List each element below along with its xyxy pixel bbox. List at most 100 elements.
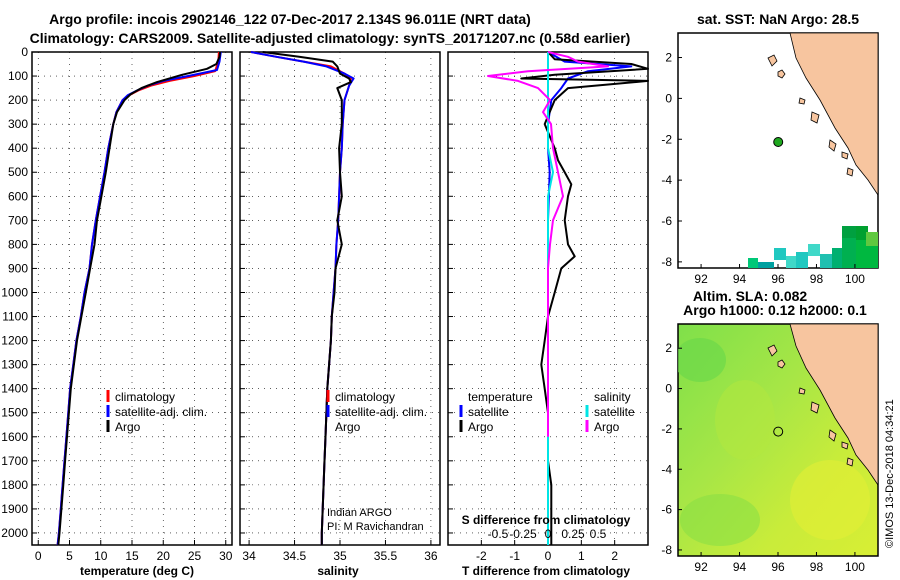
salinity-grid [240,51,440,545]
s-diff-tick-label: 0.25 [561,527,585,541]
difference-panel: -2 -1 0 1 2 T difference from climatology S … [447,51,649,578]
sla-patch [678,338,726,382]
depth-tick-label: 500 [8,165,28,179]
depth-tick-label: 400 [8,141,28,155]
x-tick-label: 34 [242,549,256,563]
s-diff-tick-label: -0.25 [509,527,537,541]
imos-timestamp: ©IMOS 13-Dec-2018 04:34:21 [884,399,896,548]
sst-pixel [774,248,786,260]
legend-climatology-label: climatology [335,390,395,404]
temperature-x-ticks: 0 5 10 15 20 25 30 [35,540,233,563]
map-x-tick-label: 98 [810,560,824,574]
s-diff-tick-label: -0.5 [488,527,509,541]
map-x-tick-label: 92 [694,272,708,286]
sla-map-title: Altim. SLA: 0.082 [693,288,808,304]
map-x-tick-label: 92 [694,560,708,574]
sla-map-panel: Altim. SLA: 0.082 Argo h1000: 0.12 h2000… [661,288,879,574]
depth-tick-label: 0 [21,45,28,59]
offshore-islands [767,344,854,467]
map-x-tick-label: 100 [845,272,865,286]
map-y-tick-label: 2 [665,341,672,355]
series-line-argo [262,51,352,545]
difference-s-title: S difference from climatology [462,513,631,527]
argo-float-marker [773,136,784,147]
sumatra-land [789,33,878,196]
map-y-tick-label: 2 [665,51,672,65]
legend-argo-label: Argo [115,420,141,434]
depth-tick-label: 1600 [1,430,28,444]
s-diff-tick-label: 0.5 [590,527,607,541]
x-tick-label: 35 [333,549,347,563]
sst-pixel [856,226,868,240]
legend-temperature-heading: temperature [468,390,533,404]
temperature-legend: climatology satellite-adj. clim. Argo [106,390,207,434]
depth-tick-label: 200 [8,93,28,107]
map-x-tick-label: 94 [733,560,747,574]
map-y-tick-label: 0 [665,91,672,105]
legend-s-argo-label: Argo [594,420,620,434]
difference-t-x-label: T difference from climatology [462,564,630,578]
depth-tick-label: 900 [8,261,28,275]
sst-pixel [758,262,774,268]
x-tick-label: 0 [35,549,42,563]
x-tick-label: 0 [545,549,552,563]
sst-pixel [842,238,856,268]
x-tick-label: 34.5 [283,549,307,563]
difference-legend: temperature satellite Argo salinity sate… [459,390,635,434]
map-y-tick-label: 0 [665,382,672,396]
x-tick-label: 35.5 [374,549,398,563]
sst-pixel [808,244,820,256]
depth-tick-label: 1100 [2,310,28,324]
sla-map-ticks: 92 94 96 98 100 2 0 -2 -4 -6 -8 [661,341,865,574]
map-y-tick-label: -6 [661,214,672,228]
depth-tick-label: 100 [8,69,28,83]
x-tick-label: 5 [66,549,73,563]
sla-map-content [678,324,878,546]
map-y-tick-label: -8 [661,255,672,269]
salinity-x-ticks: 34 34.5 35 35.5 36 [242,540,438,563]
temperature-panel: 0 5 10 15 20 25 30 temperature (deg C) climato… [31,51,233,578]
temperature-grid [32,51,232,545]
map-y-tick-label: -8 [661,543,672,557]
legend-salinity-heading: salinity [594,390,631,404]
depth-tick-label: 600 [8,189,28,203]
map-x-tick-label: 96 [771,272,785,286]
s-diff-tick-label: 0 [545,527,552,541]
x-tick-label: 25 [188,549,202,563]
x-tick-label: 15 [125,549,139,563]
x-tick-label: 20 [157,549,171,563]
sla-patch [680,494,760,546]
sst-pixel [748,258,758,268]
sst-pixels [748,226,878,268]
sst-map-title: sat. SST: NaN Argo: 28.5 [697,11,859,27]
difference-series [487,51,649,545]
depth-axis-labels: 0 100 200 300 400 500 600 700 800 900 1000 1100 1200… [1,45,28,540]
map-y-tick-label: -2 [661,422,672,436]
legend-satellite-label: satellite-adj. clim. [115,405,207,419]
sumatra-land [789,324,878,486]
legend-s-satellite-label: satellite [594,405,635,419]
sst-map-content [748,33,878,268]
map-x-tick-label: 98 [810,272,824,286]
credits-line1: Indian ARGO [327,507,392,519]
sst-pixel [820,254,832,268]
depth-tick-label: 1000 [1,285,28,299]
sst-pixel [842,226,856,238]
sst-pixel [832,248,842,268]
map-x-tick-label: 94 [733,272,747,286]
sst-pixel [796,252,808,268]
map-x-tick-label: 100 [845,560,865,574]
sla-patch [715,380,775,460]
depth-tick-label: 300 [8,117,28,131]
x-tick-label: -1 [509,549,520,563]
map-y-tick-label: -6 [661,503,672,517]
salinity-x-label: salinity [317,564,359,578]
salinity-series [250,51,355,545]
map-x-tick-label: 96 [771,560,785,574]
salinity-legend: climatology satellite-adj. clim. Argo [326,390,427,434]
offshore-islands [767,54,854,177]
x-tick-label: 1 [578,549,585,563]
temperature-series [56,51,222,546]
figure-title-line2: Climatology: CARS2009. Satellite-adjuste… [30,30,631,46]
